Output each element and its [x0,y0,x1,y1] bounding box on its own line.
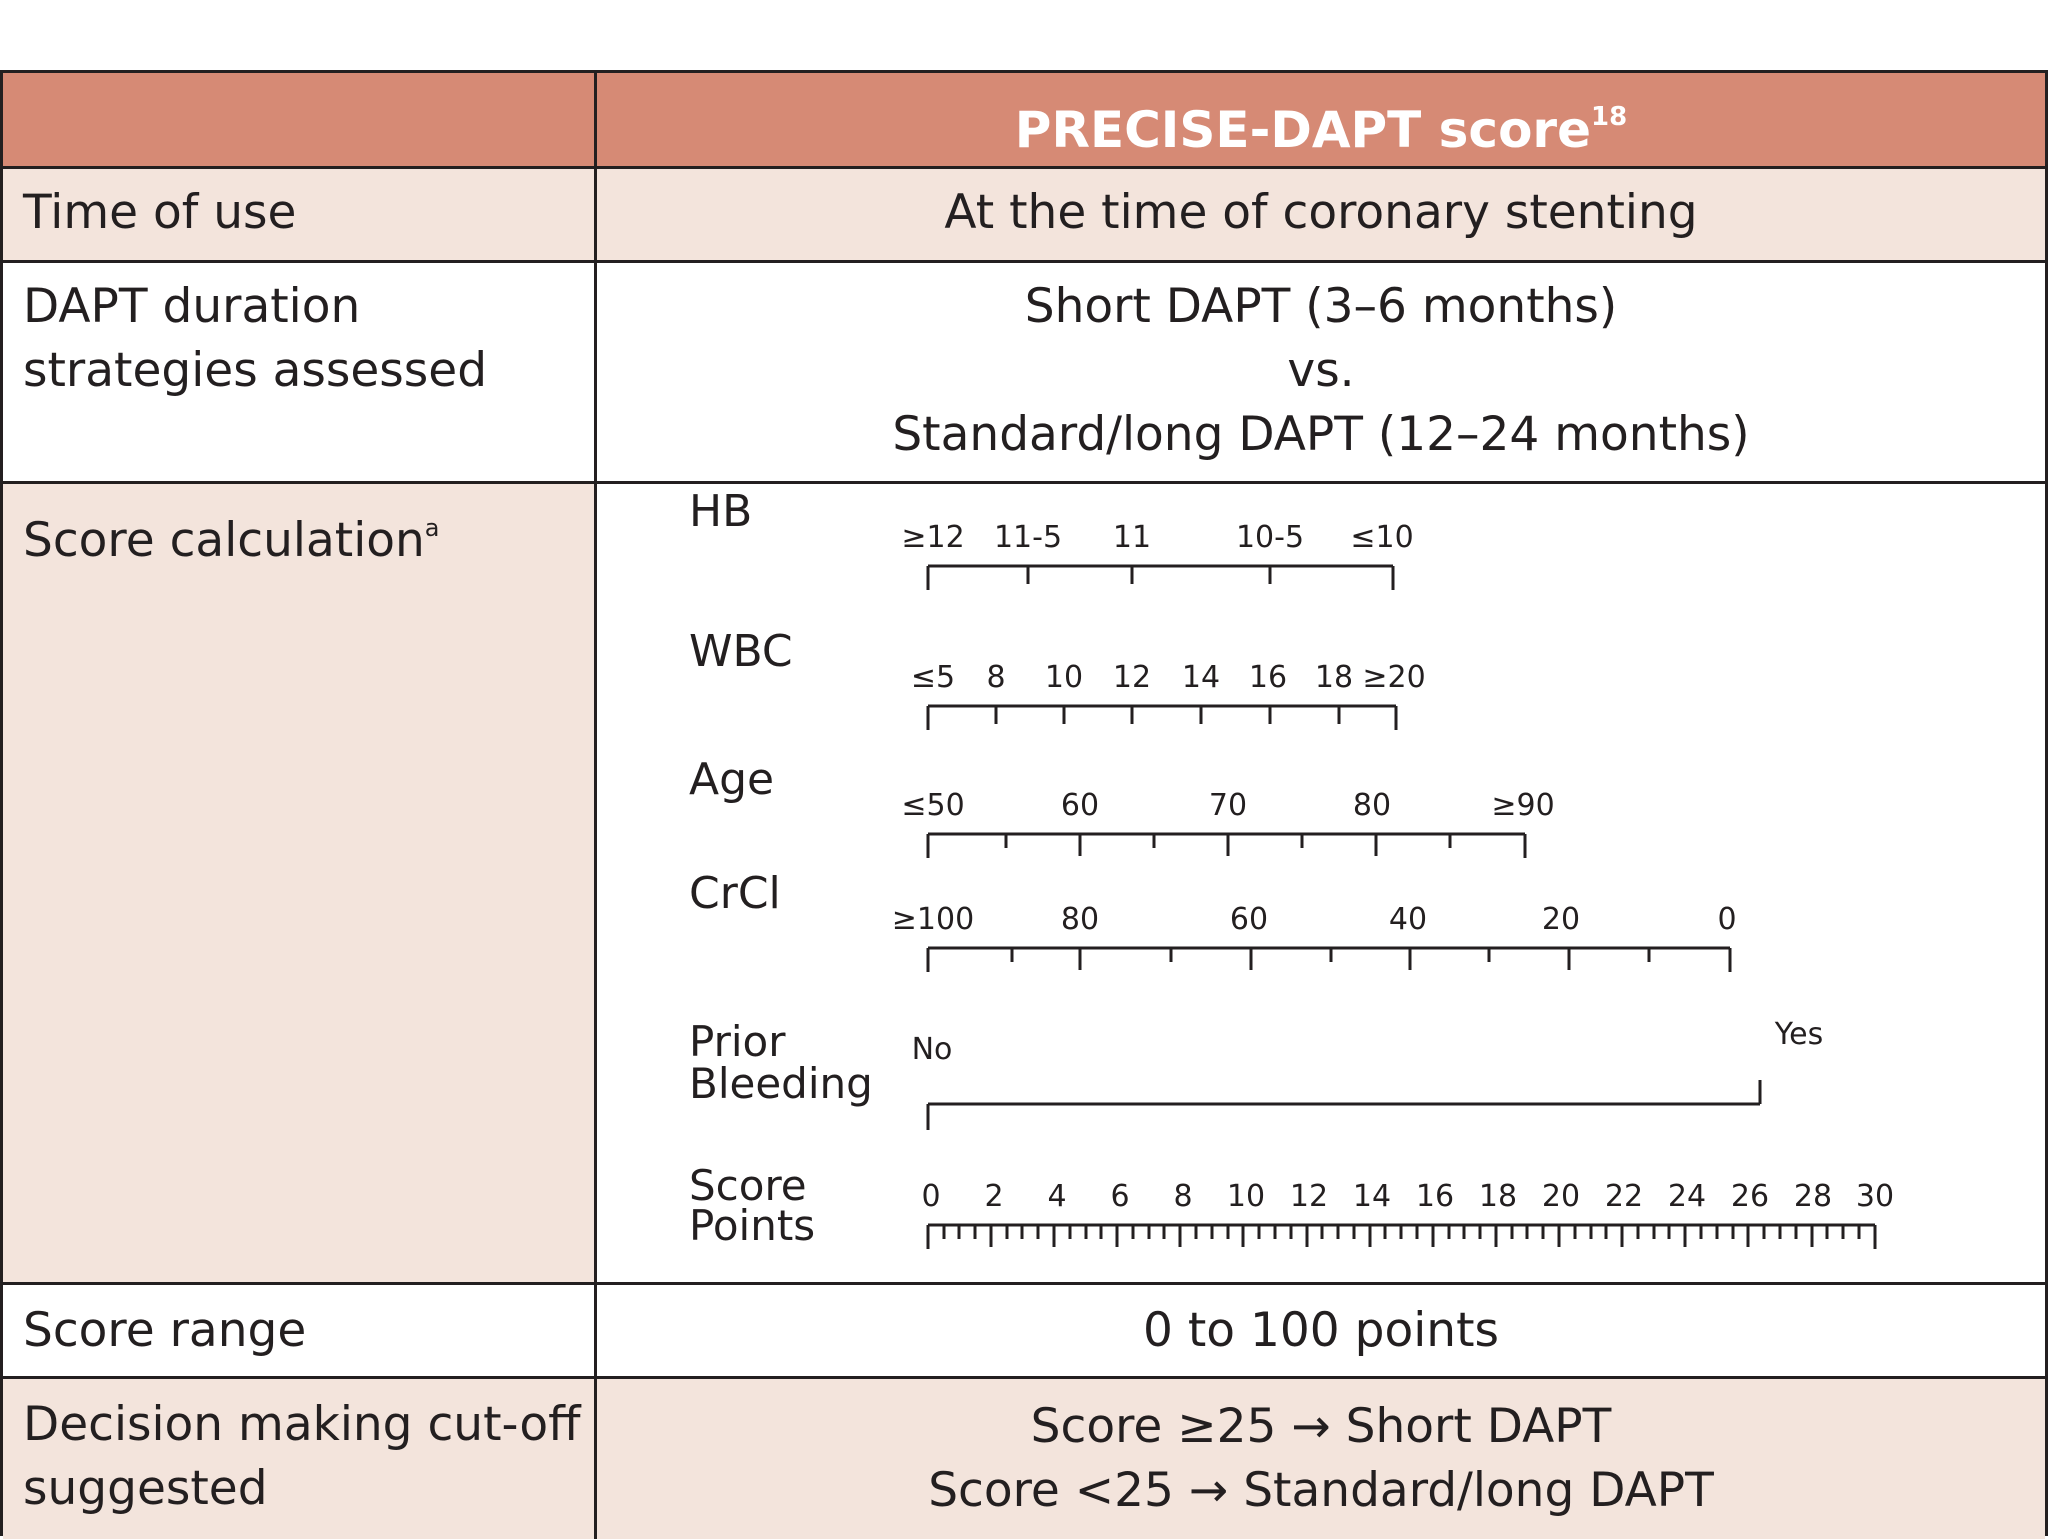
header-title-cell: PRECISE-DAPT score18 [597,73,2045,166]
prior-bleeding-tick-label: No [912,1032,953,1067]
prior-bleeding-name-2: Bleeding [689,1059,873,1108]
score-points-tick-label: 18 [1479,1179,1517,1214]
score-points-name-1: Score [689,1161,807,1210]
hb-scale-name: HB [689,486,752,537]
age-tick-label: 80 [1353,788,1391,823]
hb-tick-label: ≤10 [1350,520,1413,555]
wbc-tick-label: 10 [1045,660,1083,695]
score-points-tick-label: 10 [1227,1179,1265,1214]
age-tick-label: ≤50 [901,788,964,823]
wbc-scale-axis [926,704,1398,730]
crcl-tick-label: 0 [1717,902,1736,937]
row-score-range: Score range 0 to 100 points [3,1282,2045,1376]
row-decision-cutoff: Decision making cut-off suggested Score … [3,1376,2045,1539]
row-time-of-use: Time of use At the time of coronary sten… [3,166,2045,260]
time-of-use-label: Time of use [23,185,297,240]
age-tick-label: 60 [1061,788,1099,823]
crcl-tick-label: 80 [1061,902,1099,937]
prior-bleeding-tick-label: Yes [1774,1017,1823,1052]
hb-tick-label: ≥12 [901,520,964,555]
score-points-tick-label: 22 [1605,1179,1643,1214]
hb-tick-label: 10-5 [1236,520,1304,555]
wbc-tick-label: 12 [1113,660,1151,695]
time-of-use-value: At the time of coronary stenting [944,185,1698,240]
dapt-duration-value-2: vs. [1287,343,1355,398]
score-points-tick-label: 12 [1290,1179,1328,1214]
prior-bleeding-scale-axis [926,1080,1762,1130]
row-dapt-duration: DAPT duration strategies assessed Short … [3,260,2045,481]
cutoff-value-1: Score ≥25 → Short DAPT [1030,1399,1612,1454]
score-points-tick-label: 16 [1416,1179,1454,1214]
cutoff-label-1: Decision making cut-off [23,1397,581,1452]
crcl-scale-axis [926,946,1732,972]
score-points-tick-label: 30 [1856,1179,1894,1214]
crcl-tick-label: 40 [1389,902,1427,937]
crcl-scale-name: CrCl [689,868,781,919]
crcl-tick-label: 20 [1542,902,1580,937]
score-points-tick-label: 28 [1794,1179,1832,1214]
dapt-duration-label-1: DAPT duration [23,279,361,334]
wbc-tick-label: ≥20 [1362,660,1425,695]
score-range-value: 0 to 100 points [1143,1303,1499,1358]
score-points-tick-label: 4 [1047,1179,1066,1214]
score-points-tick-label: 0 [921,1179,940,1214]
score-points-tick-label: 26 [1731,1179,1769,1214]
dapt-duration-label-2: strategies assessed [23,343,488,398]
score-points-scale-axis [926,1223,1877,1249]
score-points-tick-label: 24 [1668,1179,1706,1214]
score-points-name-2: Points [689,1201,815,1250]
wbc-scale-name: WBC [689,626,793,677]
score-calculation-label: Score calculationa [23,513,440,568]
age-scale-axis [926,832,1527,858]
hb-tick-label: 11 [1113,520,1151,555]
header-row: PRECISE-DAPT score18 [3,73,2045,166]
dapt-duration-value-3: Standard/long DAPT (12–24 months) [892,407,1750,462]
precise-dapt-table: PRECISE-DAPT score18 Time of use At the … [0,70,2048,1539]
score-points-tick-label: 8 [1173,1179,1192,1214]
cutoff-label-2: suggested [23,1461,268,1516]
wbc-tick-label: 18 [1315,660,1353,695]
crcl-tick-label: 60 [1230,902,1268,937]
wbc-tick-label: 14 [1182,660,1220,695]
age-scale-name: Age [689,754,774,805]
hb-scale-axis [926,564,1395,590]
row-score-calculation: Score calculationa [3,481,2045,1282]
table-title: PRECISE-DAPT score18 [1014,101,1628,159]
precise-dapt-nomogram: HB WBC Age CrCl Prior Bleeding Score Poi… [689,486,1894,1250]
header-empty-cell [3,73,597,166]
age-tick-label: ≥90 [1491,788,1554,823]
wbc-tick-label: 16 [1249,660,1287,695]
dapt-duration-value-1: Short DAPT (3–6 months) [1024,279,1618,334]
wbc-tick-label: 8 [986,660,1005,695]
cutoff-value-2: Score <25 → Standard/long DAPT [928,1463,1714,1518]
score-points-tick-label: 2 [984,1179,1003,1214]
wbc-tick-label: ≤5 [911,660,955,695]
score-points-tick-label: 20 [1542,1179,1580,1214]
hb-tick-label: 11-5 [994,520,1062,555]
prior-bleeding-name-1: Prior [689,1017,786,1066]
score-range-label: Score range [23,1303,307,1358]
score-points-tick-label: 6 [1110,1179,1129,1214]
age-tick-label: 70 [1209,788,1247,823]
score-points-tick-label: 14 [1353,1179,1391,1214]
crcl-tick-label: ≥100 [892,902,974,937]
